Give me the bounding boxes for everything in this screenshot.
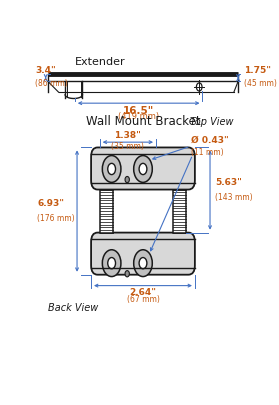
Text: (143 mm): (143 mm) (215, 193, 253, 202)
Circle shape (108, 163, 116, 175)
Text: Back View: Back View (48, 303, 98, 313)
Text: Top View: Top View (190, 117, 234, 127)
Text: (86 mm): (86 mm) (35, 79, 68, 88)
Text: Ø 0.43": Ø 0.43" (191, 136, 228, 145)
Text: 16.5": 16.5" (123, 106, 154, 116)
Text: (67 mm): (67 mm) (127, 295, 159, 304)
Circle shape (139, 258, 147, 269)
Text: 1.75": 1.75" (244, 66, 271, 75)
Text: 3.4": 3.4" (35, 66, 56, 75)
Text: Wall Mount Bracket: Wall Mount Bracket (86, 115, 200, 128)
Circle shape (134, 156, 152, 182)
Circle shape (125, 271, 129, 277)
Bar (173, 190, 186, 232)
Text: (35 mm): (35 mm) (111, 143, 144, 151)
Text: Extender: Extender (74, 58, 125, 67)
Bar (173, 190, 186, 232)
Text: (11 mm): (11 mm) (191, 148, 223, 157)
Text: (45 mm): (45 mm) (244, 79, 276, 88)
Text: 6.93": 6.93" (37, 199, 64, 208)
FancyBboxPatch shape (91, 147, 195, 190)
Bar (100, 190, 113, 232)
Text: (419 mm): (419 mm) (118, 112, 159, 121)
Text: 5.63": 5.63" (215, 178, 242, 187)
Text: (176 mm): (176 mm) (37, 214, 75, 223)
FancyBboxPatch shape (91, 232, 195, 275)
Text: 1.38": 1.38" (114, 131, 141, 140)
Circle shape (102, 156, 121, 182)
Bar (100, 190, 113, 232)
Text: 2.64": 2.64" (129, 288, 157, 297)
Circle shape (108, 258, 116, 269)
Circle shape (134, 250, 152, 277)
Circle shape (139, 163, 147, 175)
Circle shape (125, 177, 129, 183)
Circle shape (102, 250, 121, 277)
